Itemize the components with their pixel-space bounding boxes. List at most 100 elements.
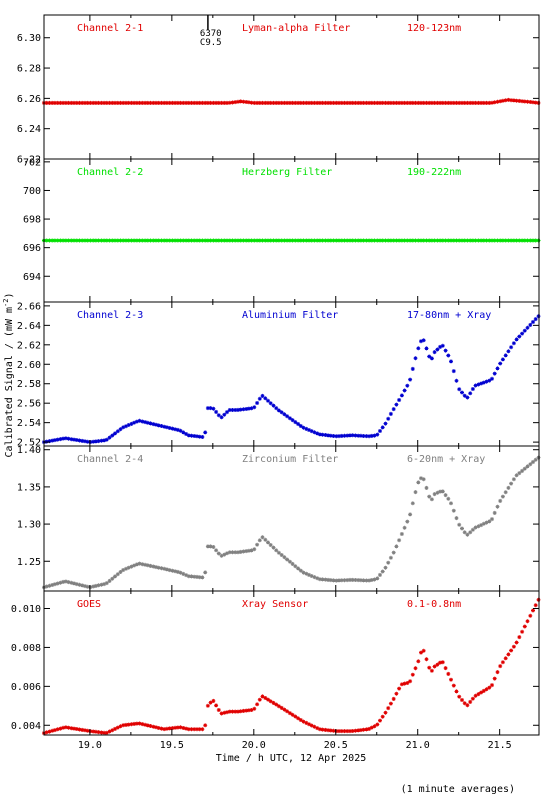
data-point xyxy=(500,357,505,362)
data-point xyxy=(454,516,459,521)
data-point xyxy=(435,100,440,105)
data-point xyxy=(69,726,74,731)
data-point xyxy=(91,238,96,243)
data-point xyxy=(241,238,246,243)
data-point xyxy=(69,437,74,442)
data-point xyxy=(91,584,96,589)
data-point xyxy=(271,700,276,705)
data-point xyxy=(208,238,213,243)
data-point xyxy=(339,578,344,583)
data-point xyxy=(230,100,235,105)
data-point xyxy=(328,433,333,438)
data-point xyxy=(47,583,52,588)
data-point xyxy=(320,577,325,582)
data-point xyxy=(189,574,194,579)
data-point xyxy=(503,353,508,358)
data-point xyxy=(159,424,164,428)
data-point xyxy=(129,421,134,426)
data-point xyxy=(222,552,227,557)
data-point xyxy=(88,729,93,734)
data-point xyxy=(301,238,306,243)
data-point xyxy=(457,694,462,699)
data-point xyxy=(498,99,503,104)
data-point xyxy=(132,721,137,726)
data-point xyxy=(219,415,224,420)
data-point xyxy=(476,692,481,697)
data-point xyxy=(533,100,538,105)
data-point xyxy=(358,100,363,105)
data-point xyxy=(129,564,134,569)
data-point xyxy=(339,433,344,438)
data-point xyxy=(451,369,456,374)
data-point xyxy=(173,100,178,105)
data-point xyxy=(353,100,358,105)
data-point xyxy=(498,498,503,503)
data-point xyxy=(356,578,361,583)
data-point xyxy=(227,100,232,105)
data-point xyxy=(470,238,475,243)
data-point xyxy=(219,553,224,558)
data-point xyxy=(132,238,137,243)
data-point xyxy=(110,100,115,105)
data-point xyxy=(83,584,87,589)
data-point xyxy=(435,347,440,352)
data-point xyxy=(104,100,109,105)
data-point xyxy=(192,238,197,243)
data-point xyxy=(181,726,186,730)
data-point xyxy=(192,574,197,579)
data-point xyxy=(99,730,104,735)
data-point xyxy=(134,238,139,243)
data-point xyxy=(522,624,527,629)
data-point xyxy=(225,710,229,715)
data-point xyxy=(230,709,235,714)
data-point xyxy=(528,322,533,327)
data-point xyxy=(260,238,265,243)
data-point xyxy=(432,492,437,497)
data-point xyxy=(345,238,350,243)
data-point xyxy=(309,574,314,578)
data-point xyxy=(233,550,238,555)
data-point xyxy=(315,576,320,581)
data-point xyxy=(156,100,161,105)
data-point xyxy=(503,238,508,243)
data-point xyxy=(85,238,90,243)
data-point xyxy=(413,356,418,361)
data-point xyxy=(50,438,55,443)
data-point xyxy=(203,723,208,728)
data-point xyxy=(375,722,380,727)
data-point xyxy=(55,437,60,442)
data-point xyxy=(50,583,55,587)
data-point xyxy=(446,671,451,676)
data-point xyxy=(145,100,150,105)
data-point xyxy=(487,238,492,243)
data-point xyxy=(47,729,52,734)
data-point xyxy=(143,238,148,243)
data-point xyxy=(44,730,49,735)
data-point xyxy=(276,704,281,709)
data-point xyxy=(255,542,260,547)
data-point xyxy=(361,578,366,583)
data-point xyxy=(285,100,290,105)
series-5-points xyxy=(42,597,541,736)
data-point xyxy=(490,683,494,688)
data-point xyxy=(500,494,505,499)
y-tick-label: 0.004 xyxy=(11,721,41,732)
data-point xyxy=(394,100,399,105)
data-point xyxy=(124,424,128,429)
data-point xyxy=(443,493,448,498)
data-point xyxy=(296,100,301,105)
data-point xyxy=(118,724,123,729)
data-point xyxy=(317,432,322,437)
data-point xyxy=(156,726,161,730)
data-point xyxy=(274,702,279,707)
panel-frame xyxy=(43,14,540,160)
data-point xyxy=(511,98,516,103)
data-point xyxy=(326,238,331,243)
data-point xyxy=(408,512,413,517)
data-point xyxy=(80,727,85,732)
data-point xyxy=(178,238,183,243)
data-point xyxy=(465,238,470,243)
data-point xyxy=(298,100,303,105)
data-point xyxy=(465,703,470,708)
series-3-points xyxy=(42,314,541,445)
